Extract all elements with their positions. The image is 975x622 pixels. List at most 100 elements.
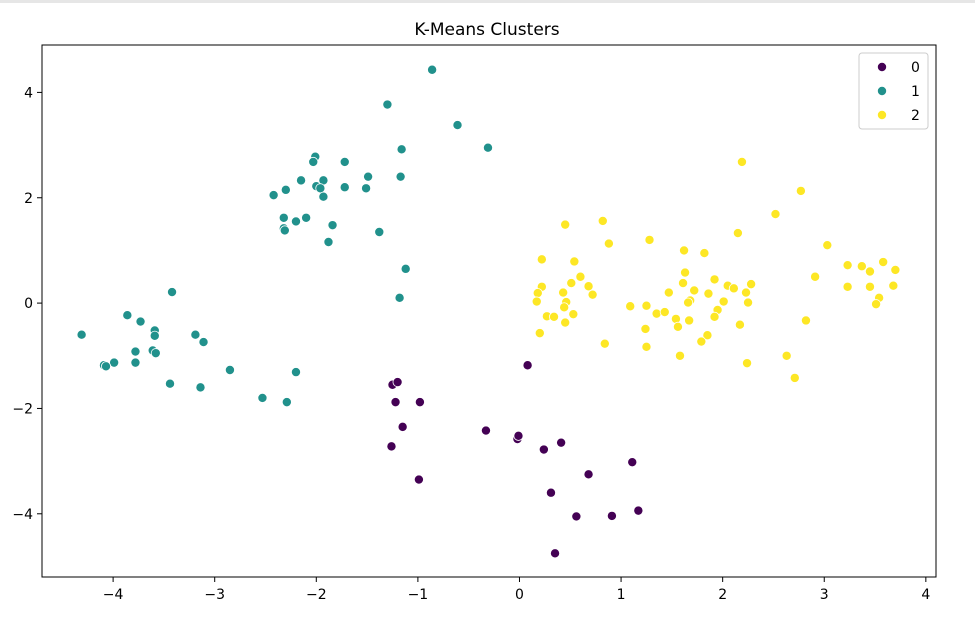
data-point-cluster-0	[550, 548, 561, 559]
data-point-cluster-2	[842, 281, 853, 292]
data-point-cluster-1	[327, 220, 338, 231]
legend-marker-2	[877, 110, 888, 121]
data-point-cluster-2	[684, 315, 695, 326]
data-point-cluster-1	[339, 182, 350, 193]
data-point-cluster-2	[856, 261, 867, 272]
data-point-cluster-1	[76, 329, 87, 340]
x-tick-label: −3	[204, 587, 225, 603]
data-point-cluster-2	[644, 234, 655, 245]
data-point-cluster-1	[165, 378, 176, 389]
data-point-cluster-1	[301, 212, 312, 223]
window-top-edge	[0, 0, 975, 3]
legend: 0 1 2	[858, 52, 929, 130]
y-tick-label: −4	[12, 507, 33, 523]
data-point-cluster-2	[672, 321, 683, 332]
data-point-cluster-1	[198, 337, 209, 348]
y-tick-label: 0	[24, 296, 33, 312]
data-point-cluster-2	[822, 240, 833, 251]
data-point-cluster-2	[781, 350, 792, 361]
data-point-cluster-1	[382, 99, 393, 110]
data-point-cluster-1	[190, 329, 201, 340]
data-point-cluster-0	[556, 437, 567, 448]
data-point-cluster-2	[641, 300, 652, 311]
data-point-cluster-2	[659, 307, 670, 318]
data-point-cluster-2	[864, 281, 875, 292]
data-point-cluster-1	[130, 357, 141, 368]
data-point-cluster-2	[728, 283, 739, 294]
data-point-cluster-2	[597, 215, 608, 226]
data-point-cluster-0	[414, 397, 425, 408]
data-point-cluster-1	[395, 171, 406, 182]
data-point-cluster-1	[280, 184, 291, 195]
data-point-cluster-1	[361, 183, 372, 194]
data-point-cluster-2	[702, 330, 713, 341]
data-point-cluster-0	[513, 430, 524, 441]
data-point-cluster-1	[363, 171, 374, 182]
legend-marker-1	[877, 86, 888, 97]
data-point-cluster-2	[625, 301, 636, 312]
data-point-cluster-1	[374, 226, 385, 237]
data-point-cluster-2	[560, 219, 571, 230]
x-tick-label: −1	[408, 587, 429, 603]
data-point-cluster-1	[482, 142, 493, 153]
data-point-cluster-2	[736, 156, 747, 167]
data-point-cluster-0	[386, 441, 397, 452]
data-point-cluster-1	[278, 212, 289, 223]
data-point-cluster-2	[566, 278, 577, 289]
data-point-cluster-1	[109, 357, 120, 368]
data-point-cluster-2	[732, 228, 743, 239]
data-point-cluster-2	[558, 287, 569, 298]
data-point-cluster-2	[888, 280, 899, 291]
data-point-cluster-0	[633, 505, 644, 516]
data-point-cluster-2	[568, 309, 579, 320]
data-point-cluster-1	[195, 382, 206, 393]
legend-label-2: 2	[911, 108, 920, 124]
data-point-cluster-1	[400, 263, 411, 274]
data-point-cluster-1	[279, 225, 290, 236]
x-tick-label: 1	[617, 587, 626, 603]
data-point-cluster-2	[734, 319, 745, 330]
x-tick-label: 0	[515, 587, 524, 603]
data-point-cluster-1	[396, 144, 407, 155]
data-point-cluster-2	[718, 296, 729, 307]
data-point-cluster-2	[890, 264, 901, 275]
legend-label-1: 1	[911, 84, 920, 100]
data-point-cluster-2	[696, 336, 707, 347]
scatter-points	[76, 64, 901, 559]
data-point-cluster-1	[130, 346, 141, 357]
data-point-cluster-0	[571, 511, 582, 522]
data-point-cluster-2	[709, 274, 720, 285]
data-point-cluster-1	[257, 392, 268, 403]
data-point-cluster-2	[583, 281, 594, 292]
data-point-cluster-0	[583, 469, 594, 480]
data-point-cluster-1	[318, 191, 329, 202]
data-point-cluster-1	[150, 348, 161, 359]
data-point-cluster-2	[560, 317, 571, 328]
data-point-cluster-2	[842, 260, 853, 271]
data-point-cluster-2	[532, 288, 543, 299]
data-point-cluster-2	[549, 311, 560, 322]
data-point-cluster-1	[281, 397, 292, 408]
data-point-cluster-2	[742, 358, 753, 369]
data-point-cluster-1	[296, 175, 307, 186]
data-point-cluster-0	[480, 425, 491, 436]
x-axis: −4 −3 −2 −1 0 1 2 3 4	[103, 577, 930, 603]
data-point-cluster-1	[149, 330, 160, 341]
data-point-cluster-1	[339, 156, 350, 167]
data-point-cluster-2	[878, 257, 889, 268]
x-tick-label: 4	[921, 587, 930, 603]
data-point-cluster-1	[101, 361, 112, 372]
data-point-cluster-2	[789, 372, 800, 383]
data-point-cluster-1	[268, 190, 279, 201]
plot-area	[41, 44, 937, 578]
data-point-cluster-2	[678, 278, 689, 289]
data-point-cluster-2	[651, 308, 662, 319]
data-point-cluster-0	[606, 510, 617, 521]
data-point-cluster-2	[569, 256, 580, 267]
x-tick-label: −4	[103, 587, 124, 603]
data-point-cluster-2	[746, 279, 757, 290]
data-point-cluster-0	[538, 444, 549, 455]
data-point-cluster-1	[394, 292, 405, 303]
y-tick-label: 2	[24, 191, 33, 207]
